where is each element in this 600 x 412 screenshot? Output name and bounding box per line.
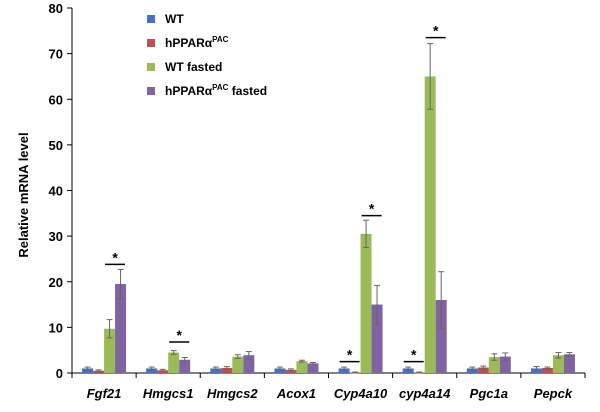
legend-label: hPPARαPAC fasted: [165, 83, 267, 98]
bar: [168, 352, 180, 373]
bar: [488, 357, 500, 373]
y-tick-label: 50: [49, 138, 63, 153]
category-label: Pgc1a: [470, 386, 508, 401]
bar: [371, 304, 383, 373]
bar: [477, 367, 489, 373]
category-label: Acox1: [276, 386, 316, 401]
category-label: Hmgcs1: [143, 386, 194, 401]
bar: [104, 328, 116, 373]
legend-swatch: [147, 39, 155, 47]
legend-swatch: [147, 15, 155, 23]
bar: [210, 368, 222, 373]
y-tick-label: 30: [49, 229, 63, 244]
bar: [466, 368, 478, 373]
bar: [424, 76, 436, 373]
bar: [274, 368, 286, 373]
bar: [146, 368, 158, 373]
significance-star: *: [347, 347, 353, 363]
bar: [179, 359, 191, 373]
y-tick-label: 70: [49, 47, 63, 62]
legend-swatch: [147, 87, 155, 95]
category-label: Fgf21: [87, 386, 122, 401]
bar: [552, 355, 564, 373]
legend-label: WT fasted: [165, 60, 222, 74]
y-axis-label: Relative mRNA level: [16, 132, 31, 257]
category-label: Hmgcs2: [207, 386, 258, 401]
significance-star: *: [369, 201, 375, 217]
bar: [115, 284, 127, 373]
bar: [307, 363, 319, 373]
bar: [563, 354, 575, 373]
significance-star: *: [112, 249, 118, 265]
y-tick-label: 20: [49, 275, 63, 290]
y-tick-label: 80: [49, 1, 63, 16]
bar: [82, 368, 94, 373]
significance-star: *: [433, 23, 439, 39]
legend: WT hPPARαPAC WT fasted hPPARαPAC fasted: [147, 12, 267, 98]
bar: [232, 356, 244, 373]
category-label: Pepck: [534, 386, 573, 401]
y-tick-label: 0: [56, 366, 63, 381]
legend-label: hPPARαPAC: [165, 35, 229, 50]
y-tick-label: 40: [49, 184, 63, 199]
significance-star: *: [176, 327, 182, 343]
plot-area: 0 10 20 30 40 50 60 70 80 Fgf21 Hmgcs1 Hmgcs2 Acox1 C…: [49, 1, 586, 401]
y-tick-label: 10: [49, 320, 63, 335]
category-label: cyp4a14: [399, 386, 451, 401]
bar: [285, 369, 297, 373]
legend-label: WT: [165, 12, 184, 26]
bar: [435, 300, 447, 373]
bar: [402, 368, 414, 373]
category-label: Cyp4a10: [334, 386, 388, 401]
bar: [221, 367, 233, 373]
bar: [360, 233, 372, 373]
bar: [338, 368, 350, 373]
bar: [541, 367, 553, 373]
bar: [296, 361, 308, 373]
significance-star: *: [411, 347, 417, 363]
bar: [243, 355, 255, 373]
legend-swatch: [147, 63, 155, 71]
y-tick-label: 60: [49, 92, 63, 107]
bar: [499, 356, 511, 373]
